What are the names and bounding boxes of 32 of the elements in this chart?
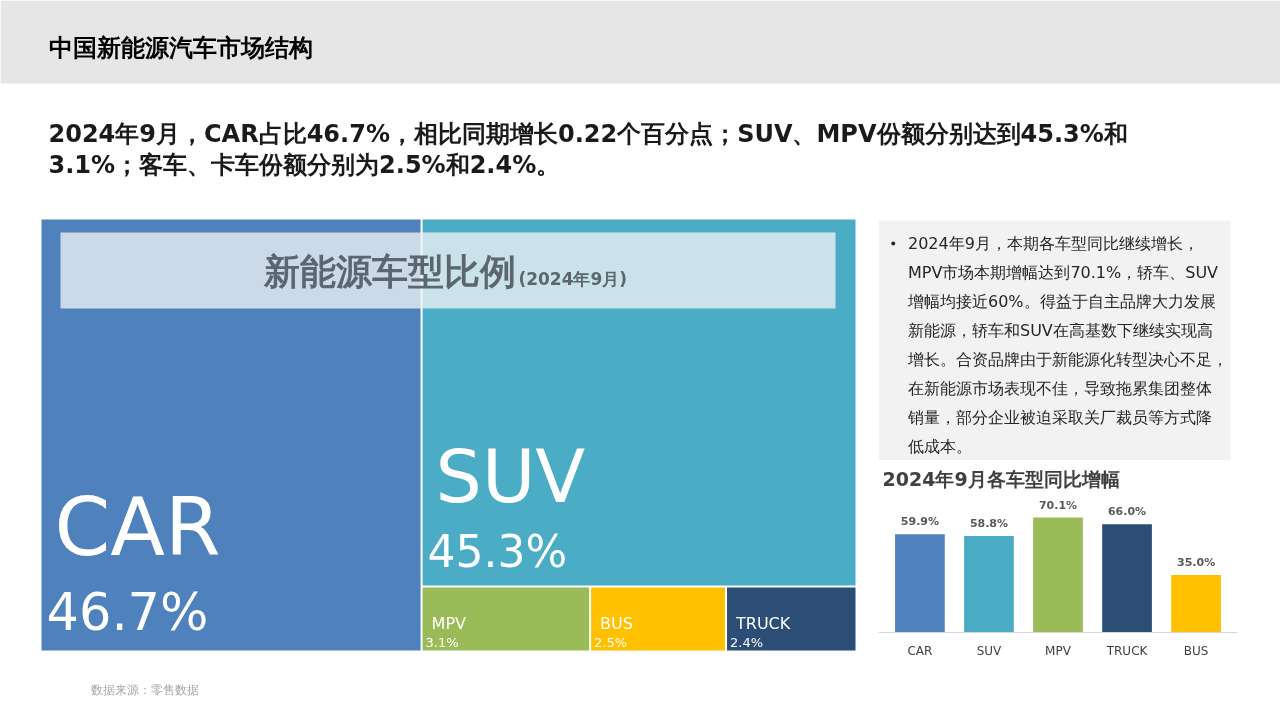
data-label: 45.3% <box>427 525 568 577</box>
category-label: CAR <box>54 480 221 574</box>
data-label: 3.1% <box>425 634 459 650</box>
data-label: 2.5% <box>594 634 628 650</box>
chart-title: 2024年9月各车型同比增幅 <box>882 467 1120 490</box>
text: 中国新能源汽车市场结构 <box>48 33 313 62</box>
data-label: 2.4% <box>730 634 764 650</box>
bar <box>1033 517 1083 633</box>
source-note: 数据来源：零售数据 <box>90 682 199 697</box>
text: 2024年9月，本期各车型同比继续增长，MPV市场本期增幅达到70.1%，轿车、SUV增幅均接近60%。得益于自主品牌大力发展新能源，轿车和SUV在高基数下继续实现高增长。合资品牌由于新能源化转型决心不足，在新能源市场表现不佳，导致拖累集团整体销量，部分企业被迫采取关厂裁员等方式降低成本。 <box>907 234 1229 456</box>
x-tick-label: SUV <box>976 643 1003 658</box>
category-label: BUS <box>600 613 633 633</box>
data-label: 66.0% <box>1107 505 1147 519</box>
category-label: TRUCK <box>735 613 791 633</box>
x-tick-label: MPV <box>1045 643 1072 658</box>
data-label: 58.8% <box>969 517 1009 531</box>
x-tick-label: CAR <box>907 643 933 658</box>
bar <box>1171 575 1221 633</box>
text: 新能源车型比例 <box>263 251 517 292</box>
category-label: MPV <box>431 613 467 633</box>
data-label: 70.1% <box>1038 498 1078 512</box>
data-label: 35.0% <box>1177 556 1216 570</box>
text: 2024年9月，CAR占比46.7%，相比同期增长0.22个百分点；SUV、MPV份额分别达到45.3%和3.1%；客车、卡车份额分别为2.5%和2.4%。 <box>48 119 1128 179</box>
data-label: 46.7% <box>46 582 209 642</box>
bar <box>964 536 1014 633</box>
x-tick-label: TRUCK <box>1105 643 1149 658</box>
data-label: 59.9% <box>900 515 940 529</box>
x-tick-label: BUS <box>1183 643 1209 658</box>
text: (2024年9月) <box>518 268 628 289</box>
bar <box>1102 524 1152 633</box>
bar <box>895 534 945 633</box>
category-label: SUV <box>435 434 586 520</box>
